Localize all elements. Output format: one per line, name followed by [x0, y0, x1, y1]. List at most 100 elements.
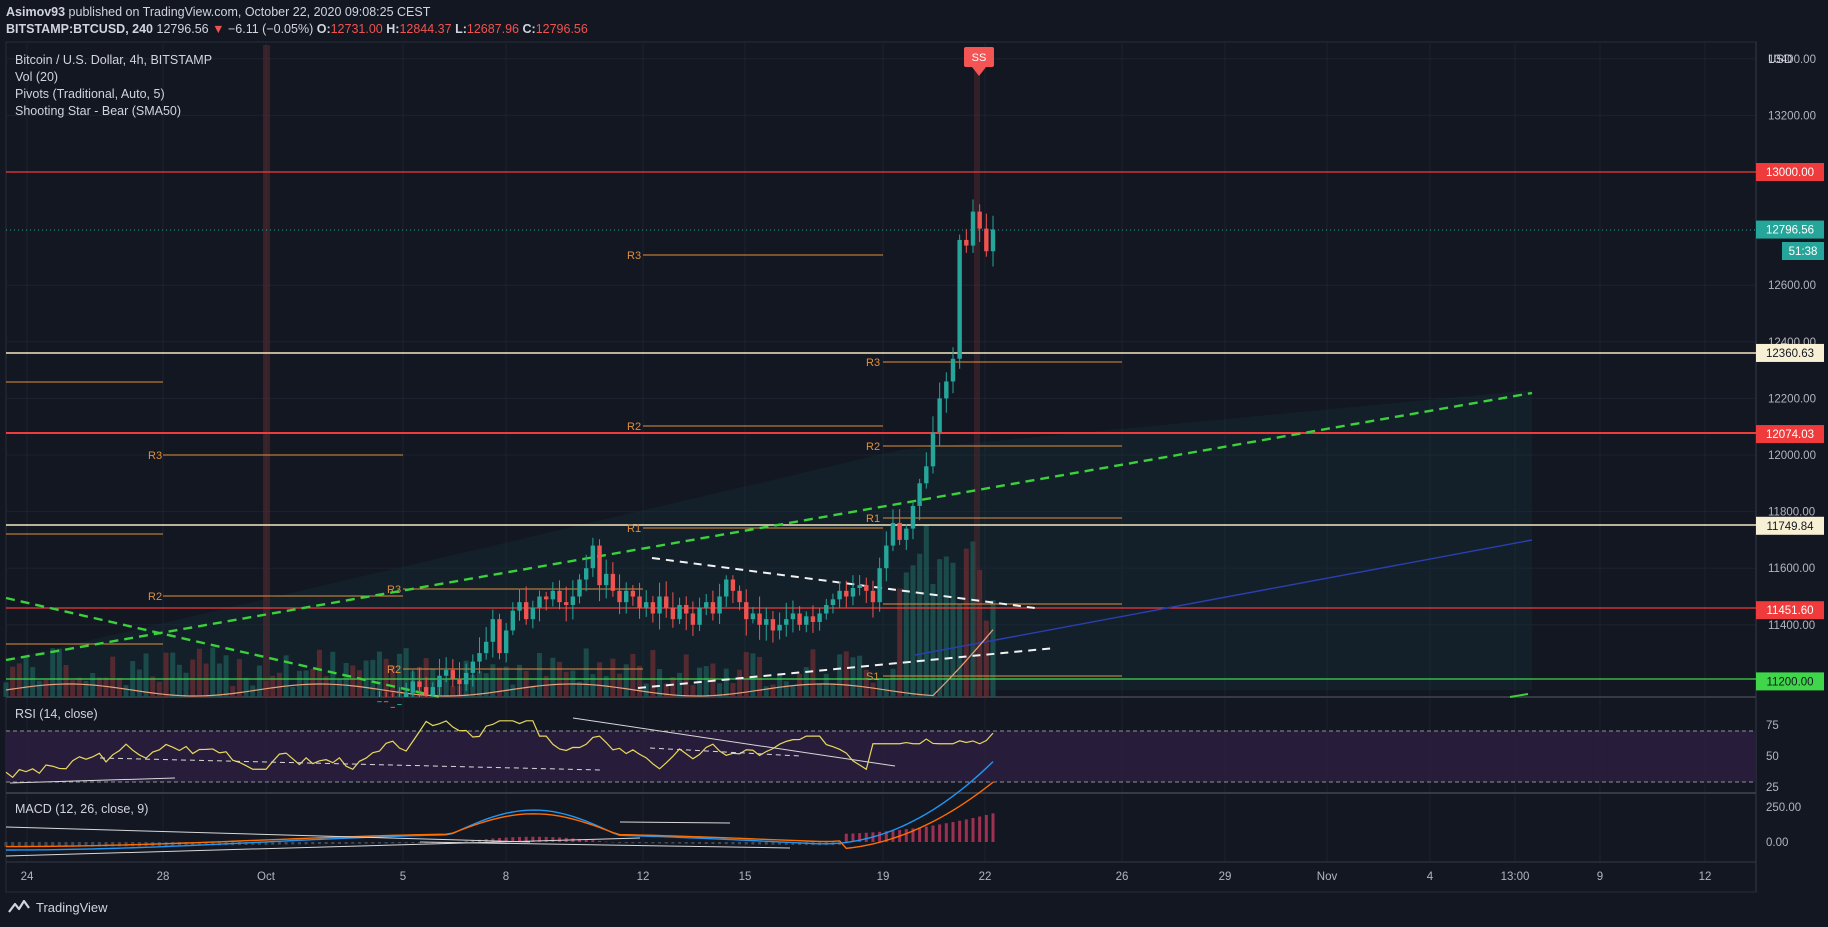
candle-body [423, 687, 429, 696]
macd-hist-bar [117, 842, 121, 847]
price-tag-bg [1756, 516, 1824, 535]
macd-hist-bar [197, 842, 201, 846]
legend-pivots[interactable]: Pivots (Traditional, Auto, 5) [15, 87, 165, 101]
time-tick: 19 [877, 871, 890, 883]
macd-hist-bar [277, 842, 281, 845]
candle-body [590, 545, 596, 569]
branding[interactable]: TradingView [8, 898, 108, 916]
publish-line: Asimov93 published on TradingView.com, O… [6, 5, 430, 19]
volume-bar [750, 653, 756, 697]
author[interactable]: Asimov93 [6, 5, 66, 19]
macd-hist-bar [658, 842, 662, 844]
shooting-star-marker[interactable]: SS [964, 47, 994, 76]
volume-bar [690, 684, 696, 697]
volume-bar [850, 657, 856, 697]
price-tag-bg [1756, 220, 1824, 239]
volume-bar [203, 663, 209, 697]
macd-hist-bar [364, 842, 368, 844]
candle-body [730, 579, 736, 591]
price-tag: 12360.63 [1766, 348, 1814, 360]
volume-bar [717, 683, 723, 697]
macd-hist-bar [344, 842, 348, 844]
volume-bar [243, 677, 249, 697]
candle-body [550, 590, 556, 600]
pivot-label: R2 [627, 421, 641, 433]
volume-bar [737, 669, 743, 697]
macd-hist-bar [664, 842, 668, 844]
macd-hist-bar [611, 842, 615, 843]
macd-hist-bar [17, 842, 21, 847]
volume-bar [883, 678, 889, 697]
volume-bar [510, 684, 516, 697]
volume-bar [63, 664, 69, 697]
uptrend-line[interactable] [5, 391, 1533, 662]
legend-vol[interactable]: Vol (20) [15, 70, 58, 84]
macd-hist-bar [964, 819, 968, 842]
macd-hist-bar [191, 842, 195, 846]
volume-bar [837, 654, 843, 697]
rsi-legend[interactable]: RSI (14, close) [15, 707, 98, 721]
countdown-bg [1782, 242, 1824, 260]
volume-bar [170, 652, 176, 697]
candle-body [704, 602, 709, 608]
time-axis[interactable]: 24 28 Oct 5 8 12 15 19 22 26 29 Nov 4 13:00 9 12 [21, 871, 1712, 883]
legend-title[interactable]: Bitcoin / U.S. Dollar, 4h, BITSTAMP [15, 53, 212, 67]
volume-bar [650, 650, 656, 697]
ss-pointer [972, 67, 986, 76]
macd-lines [5, 761, 994, 851]
macd-hist-bar [51, 842, 55, 847]
candle-body [957, 239, 962, 359]
time-tick: 24 [21, 871, 34, 883]
macd-signal-series [5, 781, 994, 850]
volume-bar [316, 649, 322, 697]
volume-bar [597, 662, 603, 697]
macd-hist-bar [644, 842, 648, 844]
legend-pattern[interactable]: Shooting Star - Bear (SMA50) [15, 104, 181, 118]
candles[interactable] [377, 199, 996, 708]
pivot-label: R3 [627, 250, 641, 262]
pivot-label: R3 [148, 450, 162, 462]
candle-body [417, 681, 422, 688]
ss-badge[interactable] [964, 47, 994, 67]
candle-body [670, 607, 676, 620]
price-tag-bg [1756, 601, 1824, 620]
pivot-label: R2 [387, 664, 401, 676]
candle-body [630, 590, 636, 597]
volume-bar [376, 651, 382, 697]
macd-hist-bar [371, 842, 375, 844]
time-tick: 28 [157, 871, 170, 883]
price-axis[interactable]: 11400.00 11600.00 11800.00 12000.00 12200.00… [1768, 54, 1816, 632]
chart-canvas[interactable]: R3 R2 R3 R2 R3 R2 R1 R3 R2 R1 S1 [0, 0, 1828, 893]
macd-legend[interactable]: MACD (12, 26, close, 9) [15, 802, 148, 816]
session-highlight-lines [263, 45, 980, 697]
volume-bar [703, 666, 709, 697]
macd-hist-bar [578, 838, 582, 842]
volume-bar [290, 686, 296, 697]
macd-hist-bar [11, 842, 15, 847]
price-tag: 11200.00 [1766, 676, 1813, 688]
macd-hist-bar [698, 842, 702, 844]
volume-bar [350, 665, 356, 697]
volume-bar [990, 600, 996, 697]
sma-line [5, 629, 994, 697]
currency-label[interactable]: USD [1768, 54, 1792, 66]
candle-body [944, 381, 949, 399]
macd-trend-2 [5, 837, 641, 857]
macd-hist-bar [411, 842, 415, 844]
macd-hist-bar [404, 842, 408, 844]
pivot-label: R3 [866, 357, 880, 369]
symbol-label[interactable]: BITSTAMP:BTCUSD, 240 [6, 22, 154, 36]
volume-bar [937, 559, 943, 697]
volume-bar [150, 676, 156, 697]
volume-bar [116, 678, 122, 697]
candle-body [844, 590, 849, 597]
pivot-label: S1 [866, 671, 879, 683]
price-tag: 11749.84 [1766, 521, 1814, 533]
macd-hist-bar [538, 836, 542, 842]
volume-bar [50, 648, 56, 697]
volume-bar [30, 667, 36, 697]
rsi-trendlines [9, 717, 896, 784]
low-value: 12687.96 [466, 22, 520, 36]
volume-bar [950, 562, 956, 697]
macd-hist-bar [464, 841, 468, 842]
